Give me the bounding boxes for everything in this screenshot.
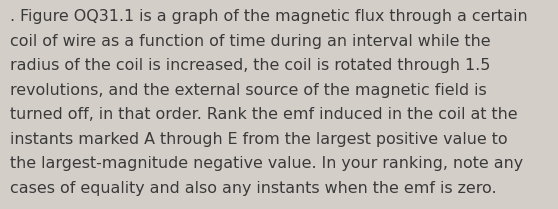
Text: cases of equality and also any instants when the emf is zero.: cases of equality and also any instants … — [10, 181, 497, 196]
Text: the largest-magnitude negative value. In your ranking, note any: the largest-magnitude negative value. In… — [10, 156, 523, 171]
Text: radius of the coil is increased, the coil is rotated through 1.5: radius of the coil is increased, the coi… — [10, 58, 490, 73]
Text: . Figure OQ31.1 is a graph of the magnetic flux through a certain: . Figure OQ31.1 is a graph of the magnet… — [10, 9, 528, 24]
Text: revolutions, and the external source of the magnetic field is: revolutions, and the external source of … — [10, 83, 487, 98]
Text: instants marked A through E from the largest positive value to: instants marked A through E from the lar… — [10, 132, 508, 147]
Text: coil of wire as a function of time during an interval while the: coil of wire as a function of time durin… — [10, 34, 490, 49]
Text: turned off, in that order. Rank the emf induced in the coil at the: turned off, in that order. Rank the emf … — [10, 107, 518, 122]
